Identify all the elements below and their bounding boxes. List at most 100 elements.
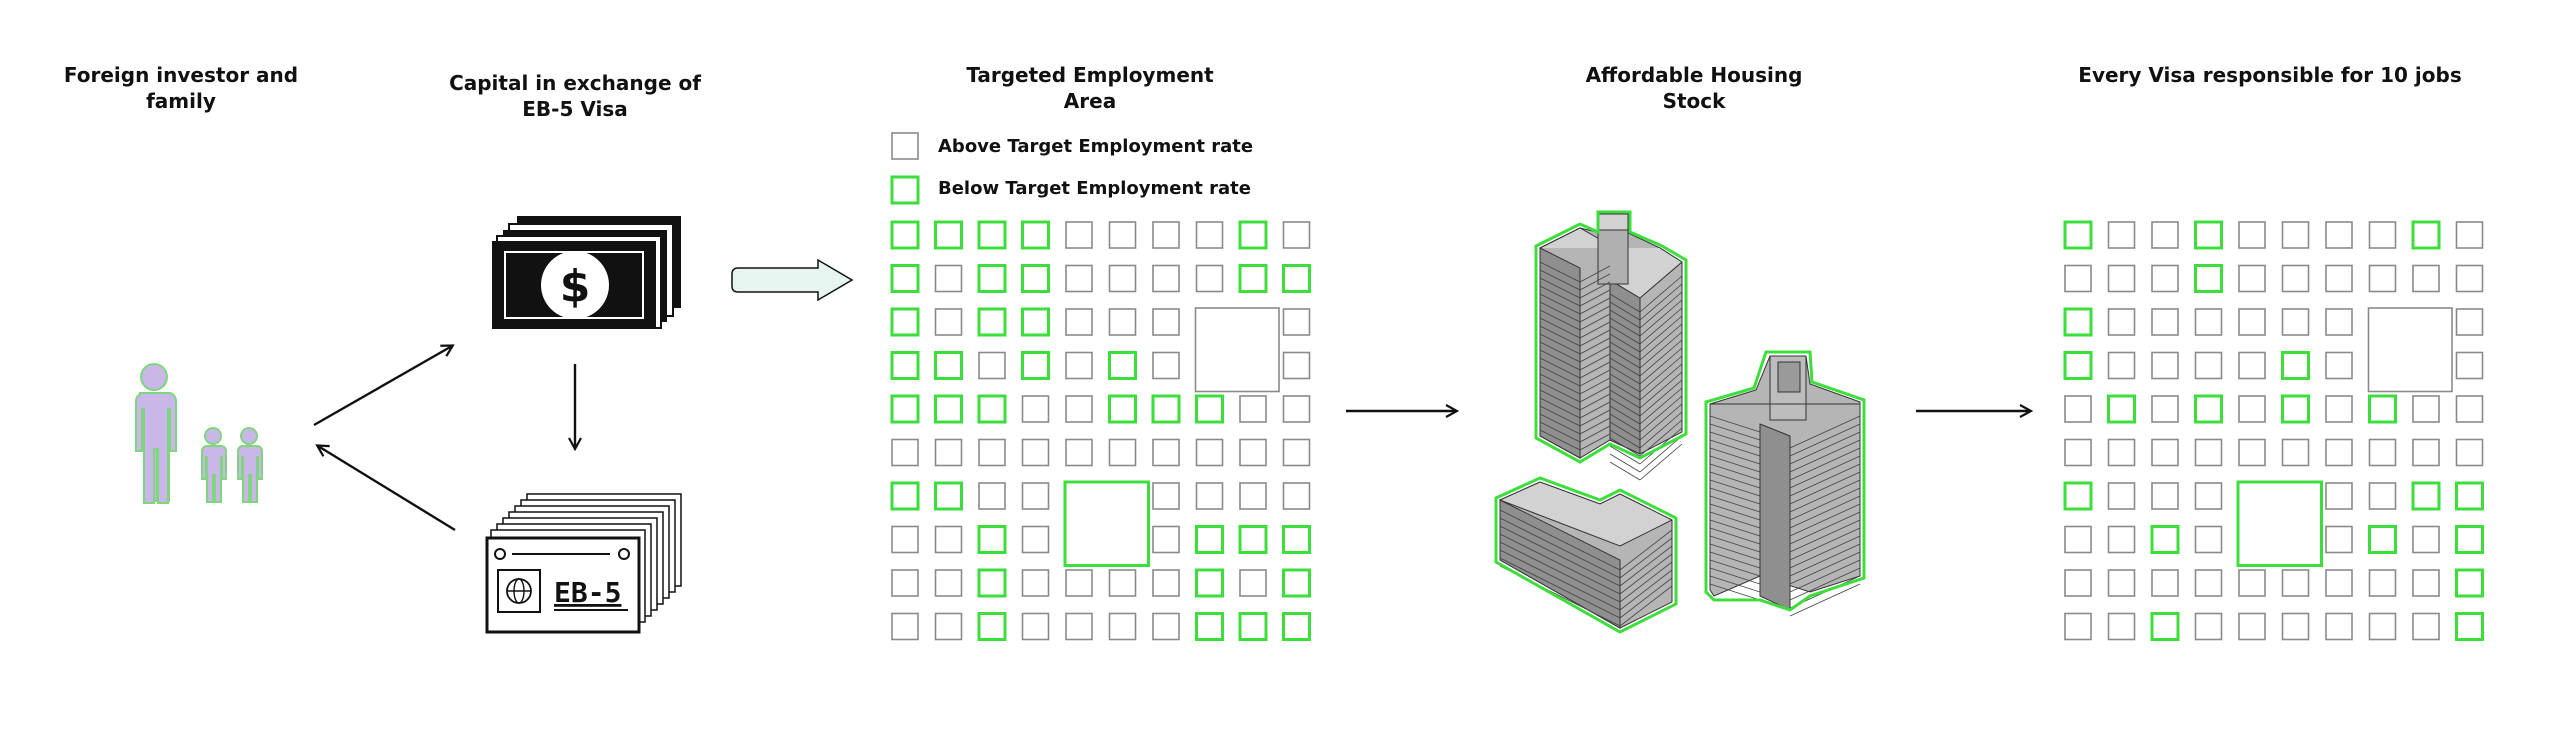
floor-line (1709, 487, 1761, 505)
floor-line (1789, 543, 1861, 577)
grid-cell (1239, 569, 1267, 597)
grid-cell (2368, 221, 2397, 249)
floor-line (1609, 349, 1641, 369)
floor-line (1609, 365, 1641, 385)
floor-line (1579, 273, 1611, 291)
grid-cell (1239, 395, 1267, 423)
grid-cell (1282, 568, 1311, 598)
capital-title-line2: EB-5 Visa (522, 97, 627, 121)
grid-cell (891, 612, 919, 641)
floor-line (1539, 421, 1581, 443)
floor-line (1539, 357, 1581, 379)
floor-line (1579, 353, 1611, 371)
grid-cell (2368, 264, 2397, 293)
grid-cell (2238, 264, 2266, 293)
floor-line (1609, 421, 1641, 441)
floor-line (1539, 285, 1581, 307)
grid-cell (2151, 308, 2179, 336)
tower-building-left (1534, 210, 1688, 481)
grid-cell (2455, 568, 2484, 598)
floor-line (1619, 585, 1673, 627)
grid-cell (2150, 525, 2180, 554)
grid-cell (934, 525, 963, 554)
floor-line (1639, 443, 1683, 481)
tower-building-right (1704, 350, 1866, 617)
floor-line (1709, 567, 1761, 585)
grid-cell (1282, 482, 1311, 510)
floor-line (1789, 519, 1861, 553)
grid-cell (2455, 438, 2484, 467)
grid-cell (2063, 307, 2093, 337)
floor-line (1709, 423, 1761, 441)
grid-cell (2107, 221, 2136, 249)
jobs-grid (2063, 220, 2484, 641)
grid-cell (2238, 221, 2266, 249)
grid-cell (2194, 569, 2223, 597)
floor-line (1639, 347, 1683, 385)
grid-cell (977, 568, 1007, 598)
floor-line (1639, 307, 1683, 345)
floor-line (1609, 341, 1641, 361)
floor-line (1709, 503, 1761, 521)
grid-cell (2281, 264, 2310, 293)
floor-line (1709, 583, 1761, 601)
grid-cell (2455, 525, 2484, 554)
floor-line (1609, 325, 1641, 345)
grid-cell (934, 220, 963, 250)
grid-cell (1282, 395, 1311, 423)
grid-cell (2151, 264, 2179, 293)
grid-cell (1282, 525, 1311, 554)
floor-line (1579, 289, 1611, 307)
floor-line (1539, 333, 1581, 355)
grid-cell (2281, 569, 2310, 597)
floor-line (1539, 317, 1581, 339)
floor-line (1789, 423, 1861, 457)
grid-cell (2107, 308, 2136, 336)
floor-line (1539, 381, 1581, 403)
grid-cell (890, 351, 920, 380)
floor-line (1619, 569, 1673, 611)
floor-line (1609, 333, 1641, 353)
grid-block (1194, 307, 1280, 393)
grid-cell (890, 220, 920, 250)
grid-cell (2151, 395, 2179, 423)
floor-line (1539, 277, 1581, 299)
floor-line (1499, 533, 1621, 595)
floor-line (1579, 369, 1611, 387)
floor-line (1579, 417, 1611, 435)
grid-cell (2151, 438, 2179, 467)
floor-line (1579, 377, 1611, 395)
grid-cell (1282, 612, 1311, 641)
floor-line (1539, 365, 1581, 387)
grid-cell (2064, 569, 2092, 597)
grid-cell (2281, 221, 2310, 249)
floor-line (1539, 405, 1581, 427)
floor-line (1639, 419, 1683, 457)
grid-cell (2063, 481, 2093, 511)
floor-line (1639, 387, 1683, 425)
floor-line (1639, 315, 1683, 353)
tea-title-line1: Targeted Employment (966, 63, 1214, 87)
floor-line (1789, 495, 1861, 529)
grid-cell (934, 612, 963, 641)
tea-grid (890, 220, 1311, 641)
floor-line (1499, 517, 1621, 579)
grid-cell (1021, 612, 1050, 641)
low-building (1494, 476, 1678, 634)
grid-cell (2107, 482, 2136, 510)
grid-cell (977, 220, 1007, 250)
grid-cell (1021, 525, 1050, 554)
grid-cell (2063, 220, 2093, 250)
floor-line (1709, 415, 1761, 433)
grid-cell (2238, 395, 2266, 423)
floor-line (1789, 463, 1861, 497)
grid-cell (2107, 438, 2136, 467)
floor-line (1639, 411, 1683, 449)
grid-cell (1195, 568, 1224, 598)
grid-cell (977, 525, 1007, 554)
floor-line (1579, 337, 1611, 355)
grid-cell (2455, 264, 2484, 293)
visa-card-stack-icon: EB-5 (485, 493, 682, 634)
grid-cell (978, 438, 1006, 467)
floor-line (1539, 301, 1581, 323)
